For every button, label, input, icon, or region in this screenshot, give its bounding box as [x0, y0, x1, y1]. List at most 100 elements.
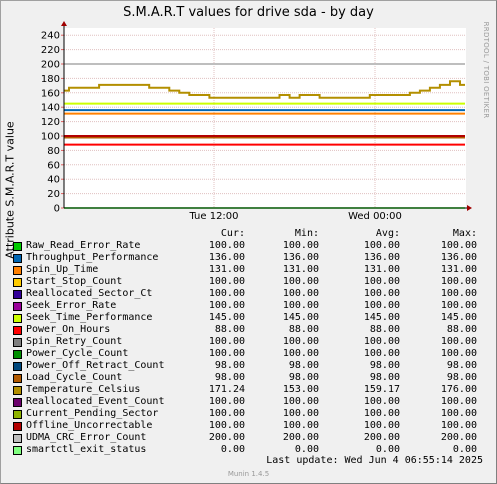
y-tick-label: 140 — [41, 103, 60, 114]
legend-swatch — [13, 242, 22, 251]
legend-swatch — [13, 410, 22, 419]
legend-value-avg: 100.00 — [363, 408, 400, 419]
legend-value-avg: 98.00 — [369, 372, 400, 383]
legend-series-name: Power_Off_Retract_Count — [26, 360, 165, 371]
legend-value-avg: 100.00 — [363, 276, 400, 287]
legend-row: Spin_Retry_Count 100.00 100.00 100.00 100.00 — [13, 336, 483, 348]
legend-swatch — [13, 266, 22, 275]
x-tick-label: Wed 00:00 — [348, 211, 402, 222]
legend-series-name: Temperature_Celsius — [26, 384, 141, 395]
legend-series-name: Current_Pending_Sector — [26, 408, 159, 419]
legend-row: Raw_Read_Error_Rate 100.00 100.00 100.00 100… — [13, 240, 483, 252]
y-tick-label: 160 — [41, 88, 60, 99]
legend-row: Power_Off_Retract_Count 98.00 98.00 98.00 98… — [13, 360, 483, 372]
y-tick-label: 20 — [47, 189, 60, 200]
legend-value-min: 98.00 — [288, 360, 319, 371]
last-update: Last update: Wed Jun 4 06:55:14 2025 — [266, 455, 483, 466]
legend-value-max: 131.00 — [440, 264, 477, 275]
legend-value-cur: 100.00 — [208, 276, 245, 287]
legend-row: smartctl_exit_status 0.00 0.00 0.00 0.00 — [13, 444, 483, 456]
legend-value-min: 145.00 — [282, 312, 319, 323]
legend-value-cur: 88.00 — [214, 324, 245, 335]
legend-swatch — [13, 254, 22, 263]
legend-value-max: 100.00 — [440, 240, 477, 251]
legend-value-avg: 100.00 — [363, 288, 400, 299]
legend-value-min: 153.00 — [282, 384, 319, 395]
legend-value-min: 200.00 — [282, 432, 319, 443]
y-tick-label: 240 — [41, 31, 60, 42]
legend-swatch — [13, 374, 22, 383]
y-tick-label: 120 — [41, 117, 60, 128]
legend-value-cur: 98.00 — [214, 372, 245, 383]
legend-value-min: 100.00 — [282, 348, 319, 359]
legend-header: Cur: Min: Avg: Max: — [13, 228, 483, 240]
legend-value-min: 100.00 — [282, 420, 319, 431]
legend-value-max: 100.00 — [440, 408, 477, 419]
legend-series-name: Raw_Read_Error_Rate — [26, 240, 141, 251]
y-tick-label: 80 — [47, 146, 60, 157]
legend-value-max: 0.00 — [452, 444, 477, 455]
legend-value-max: 100.00 — [440, 288, 477, 299]
legend-value-max: 100.00 — [440, 396, 477, 407]
legend-series-name: Spin_Up_Time — [26, 264, 99, 275]
legend-value-min: 100.00 — [282, 408, 319, 419]
legend-swatch — [13, 338, 22, 347]
legend-row: Temperature_Celsius 171.24 153.00 159.17 176… — [13, 384, 483, 396]
legend-value-max: 100.00 — [440, 300, 477, 311]
legend-value-min: 98.00 — [288, 372, 319, 383]
legend-value-cur: 200.00 — [208, 432, 245, 443]
legend-value-max: 100.00 — [440, 336, 477, 347]
legend-value-avg: 100.00 — [363, 240, 400, 251]
legend-row: Seek_Error_Rate 100.00 100.00 100.00 100.00 — [13, 300, 483, 312]
legend-value-max: 136.00 — [440, 252, 477, 263]
legend-row: Power_On_Hours 88.00 88.00 88.00 88.00 — [13, 324, 483, 336]
legend-swatch — [13, 398, 22, 407]
legend-value-min: 100.00 — [282, 396, 319, 407]
legend-row: Load_Cycle_Count 98.00 98.00 98.00 98.00 — [13, 372, 483, 384]
legend-header-max: Max: — [452, 228, 477, 239]
legend-value-cur: 100.00 — [208, 408, 245, 419]
legend-value-cur: 100.00 — [208, 348, 245, 359]
legend-row: Seek_Time_Performance 145.00 145.00 145.00 1… — [13, 312, 483, 324]
legend-value-max: 98.00 — [446, 372, 477, 383]
legend-row: Spin_Up_Time 131.00 131.00 131.00 131.00 — [13, 264, 483, 276]
legend-swatch — [13, 290, 22, 299]
legend-value-avg: 100.00 — [363, 300, 400, 311]
y-tick-label: 0 — [54, 204, 60, 215]
legend-value-avg: 98.00 — [369, 360, 400, 371]
chart-title: S.M.A.R.T values for drive sda - by day — [123, 5, 374, 20]
legend-value-min: 100.00 — [282, 288, 319, 299]
legend-value-min: 131.00 — [282, 264, 319, 275]
legend-swatch — [13, 326, 22, 335]
legend-value-cur: 100.00 — [208, 288, 245, 299]
legend-value-avg: 0.00 — [375, 444, 400, 455]
legend-value-cur: 145.00 — [208, 312, 245, 323]
legend-value-avg: 131.00 — [363, 264, 400, 275]
legend-series-name: Reallocated_Event_Count — [26, 396, 165, 407]
legend-value-max: 176.00 — [440, 384, 477, 395]
y-tick-label: 180 — [41, 74, 60, 85]
legend-value-avg: 136.00 — [363, 252, 400, 263]
legend-value-cur: 100.00 — [208, 336, 245, 347]
legend-value-min: 100.00 — [282, 276, 319, 287]
legend-row: Power_Cycle_Count 100.00 100.00 100.00 100.0… — [13, 348, 483, 360]
legend-row: Offline_Uncorrectable 100.00 100.00 100.00 1… — [13, 420, 483, 432]
legend-swatch — [13, 434, 22, 443]
legend-header-avg: Avg: — [375, 228, 400, 239]
legend-value-max: 98.00 — [446, 360, 477, 371]
legend-value-avg: 145.00 — [363, 312, 400, 323]
legend-row: Reallocated_Sector_Ct 100.00 100.00 100.00 1… — [13, 288, 483, 300]
legend-value-max: 200.00 — [440, 432, 477, 443]
legend-swatch — [13, 314, 22, 323]
y-tick-label: 60 — [47, 160, 60, 171]
y-tick-label: 200 — [41, 60, 60, 71]
legend-value-cur: 171.24 — [208, 384, 245, 395]
legend-value-cur: 100.00 — [208, 396, 245, 407]
legend-value-max: 100.00 — [440, 276, 477, 287]
legend-value-cur: 0.00 — [220, 444, 245, 455]
legend-value-min: 136.00 — [282, 252, 319, 263]
legend-value-cur: 98.00 — [214, 360, 245, 371]
legend-value-min: 0.00 — [294, 444, 319, 455]
legend-value-cur: 136.00 — [208, 252, 245, 263]
legend-value-avg: 100.00 — [363, 348, 400, 359]
